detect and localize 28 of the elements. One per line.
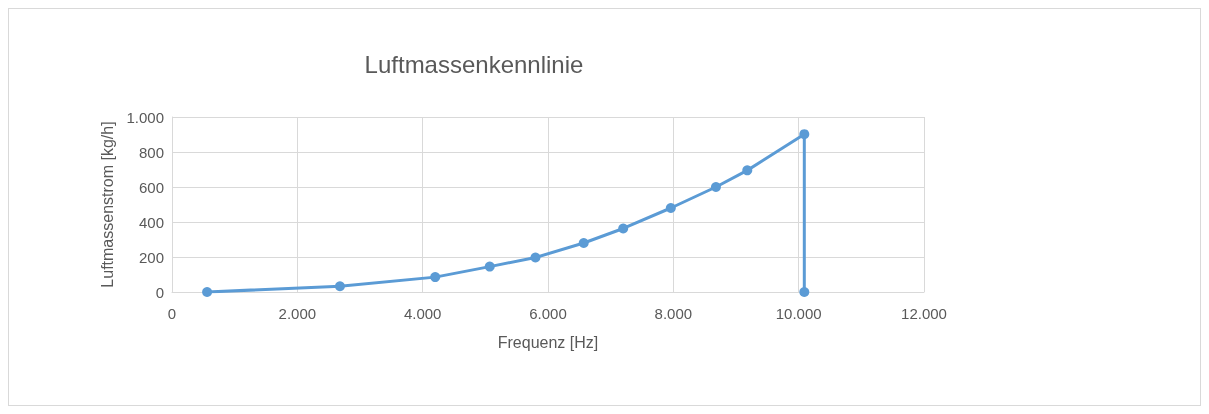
y-tick-label: 1.000 bbox=[126, 108, 164, 126]
point bbox=[202, 287, 213, 297]
point bbox=[578, 238, 589, 248]
x-tick-label: 2.000 bbox=[278, 305, 317, 322]
y-tick-label: 400 bbox=[138, 213, 164, 231]
point bbox=[799, 129, 810, 140]
point bbox=[665, 203, 676, 213]
point bbox=[530, 252, 541, 263]
point bbox=[710, 182, 721, 192]
x-axis-title: Frequenz [Hz] bbox=[497, 333, 599, 351]
y-tick-label: 600 bbox=[138, 178, 164, 196]
y-axis-title: Luftmassenstrom [kg/h] bbox=[99, 121, 117, 288]
point bbox=[334, 281, 345, 292]
chart-title: Luftmassenkennlinie bbox=[364, 50, 584, 78]
y-tick-label: 200 bbox=[138, 248, 164, 266]
point bbox=[742, 165, 753, 176]
x-tick-label: 10.000 bbox=[775, 305, 822, 322]
point bbox=[484, 261, 495, 272]
x-tick-label: 12.000 bbox=[901, 305, 947, 322]
point bbox=[430, 272, 441, 283]
point bbox=[618, 223, 629, 234]
x-tick-label: 6.000 bbox=[529, 305, 567, 322]
point bbox=[799, 287, 810, 297]
y-tick-label: 800 bbox=[138, 143, 164, 161]
y-tick-label: 0 bbox=[155, 283, 164, 301]
x-tick-label: 8.000 bbox=[654, 305, 693, 322]
x-tick-label: 4.000 bbox=[403, 305, 442, 322]
x-tick-label: 0 bbox=[167, 305, 177, 322]
